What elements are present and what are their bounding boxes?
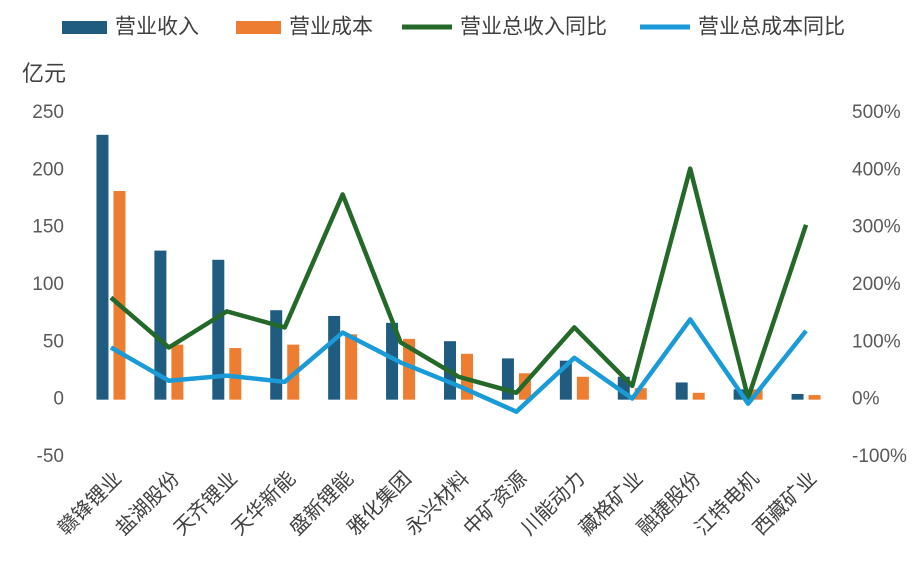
y2-tick-label: 300%: [852, 217, 901, 238]
y2-tick-label: 500%: [852, 102, 901, 123]
bar: [675, 382, 688, 400]
legend-label: 营业收入: [115, 16, 199, 39]
y-tick-label: -50: [37, 446, 64, 467]
bar: [403, 338, 416, 400]
bar: [791, 393, 804, 400]
legend-label: 营业成本: [289, 16, 373, 39]
bar: [808, 395, 821, 400]
bar: [692, 392, 705, 400]
bar: [154, 250, 167, 400]
bar: [328, 315, 341, 400]
y-tick-label: 250: [32, 102, 64, 123]
y-tick-label: 150: [32, 217, 64, 238]
legend: 营业收入 营业成本 营业总收入同比 营业总成本同比: [62, 16, 845, 39]
x-tick-label: 西藏矿业: [748, 467, 821, 540]
bar: [212, 259, 225, 400]
bar: [96, 134, 109, 400]
bar: [345, 334, 358, 400]
y2-tick-label: -100%: [852, 446, 907, 467]
legend-label: 营业总成本同比: [698, 16, 845, 39]
legend-swatch: [62, 21, 107, 34]
bar: [229, 348, 242, 400]
line: [109, 166, 809, 401]
y-tick-label: 0: [53, 389, 64, 410]
y2-tick-label: 200%: [852, 274, 901, 295]
bar: [634, 388, 647, 400]
line: [109, 317, 808, 414]
bar: [171, 344, 184, 400]
y2-tick-label: 400%: [852, 159, 901, 180]
y2-tick-label: 100%: [852, 331, 901, 352]
bar: [270, 310, 283, 400]
legend-label: 营业总收入同比: [460, 16, 607, 39]
y-tick-label: 200: [32, 159, 64, 180]
y-tick-label: 100: [32, 274, 64, 295]
legend-swatch: [236, 21, 281, 34]
y-tick-label: 50: [43, 331, 64, 352]
y-axis-unit: 亿元: [22, 61, 66, 86]
y2-tick-label: 0%: [852, 389, 880, 410]
bar: [386, 322, 399, 400]
bar: [576, 376, 589, 400]
bar: [113, 190, 126, 400]
